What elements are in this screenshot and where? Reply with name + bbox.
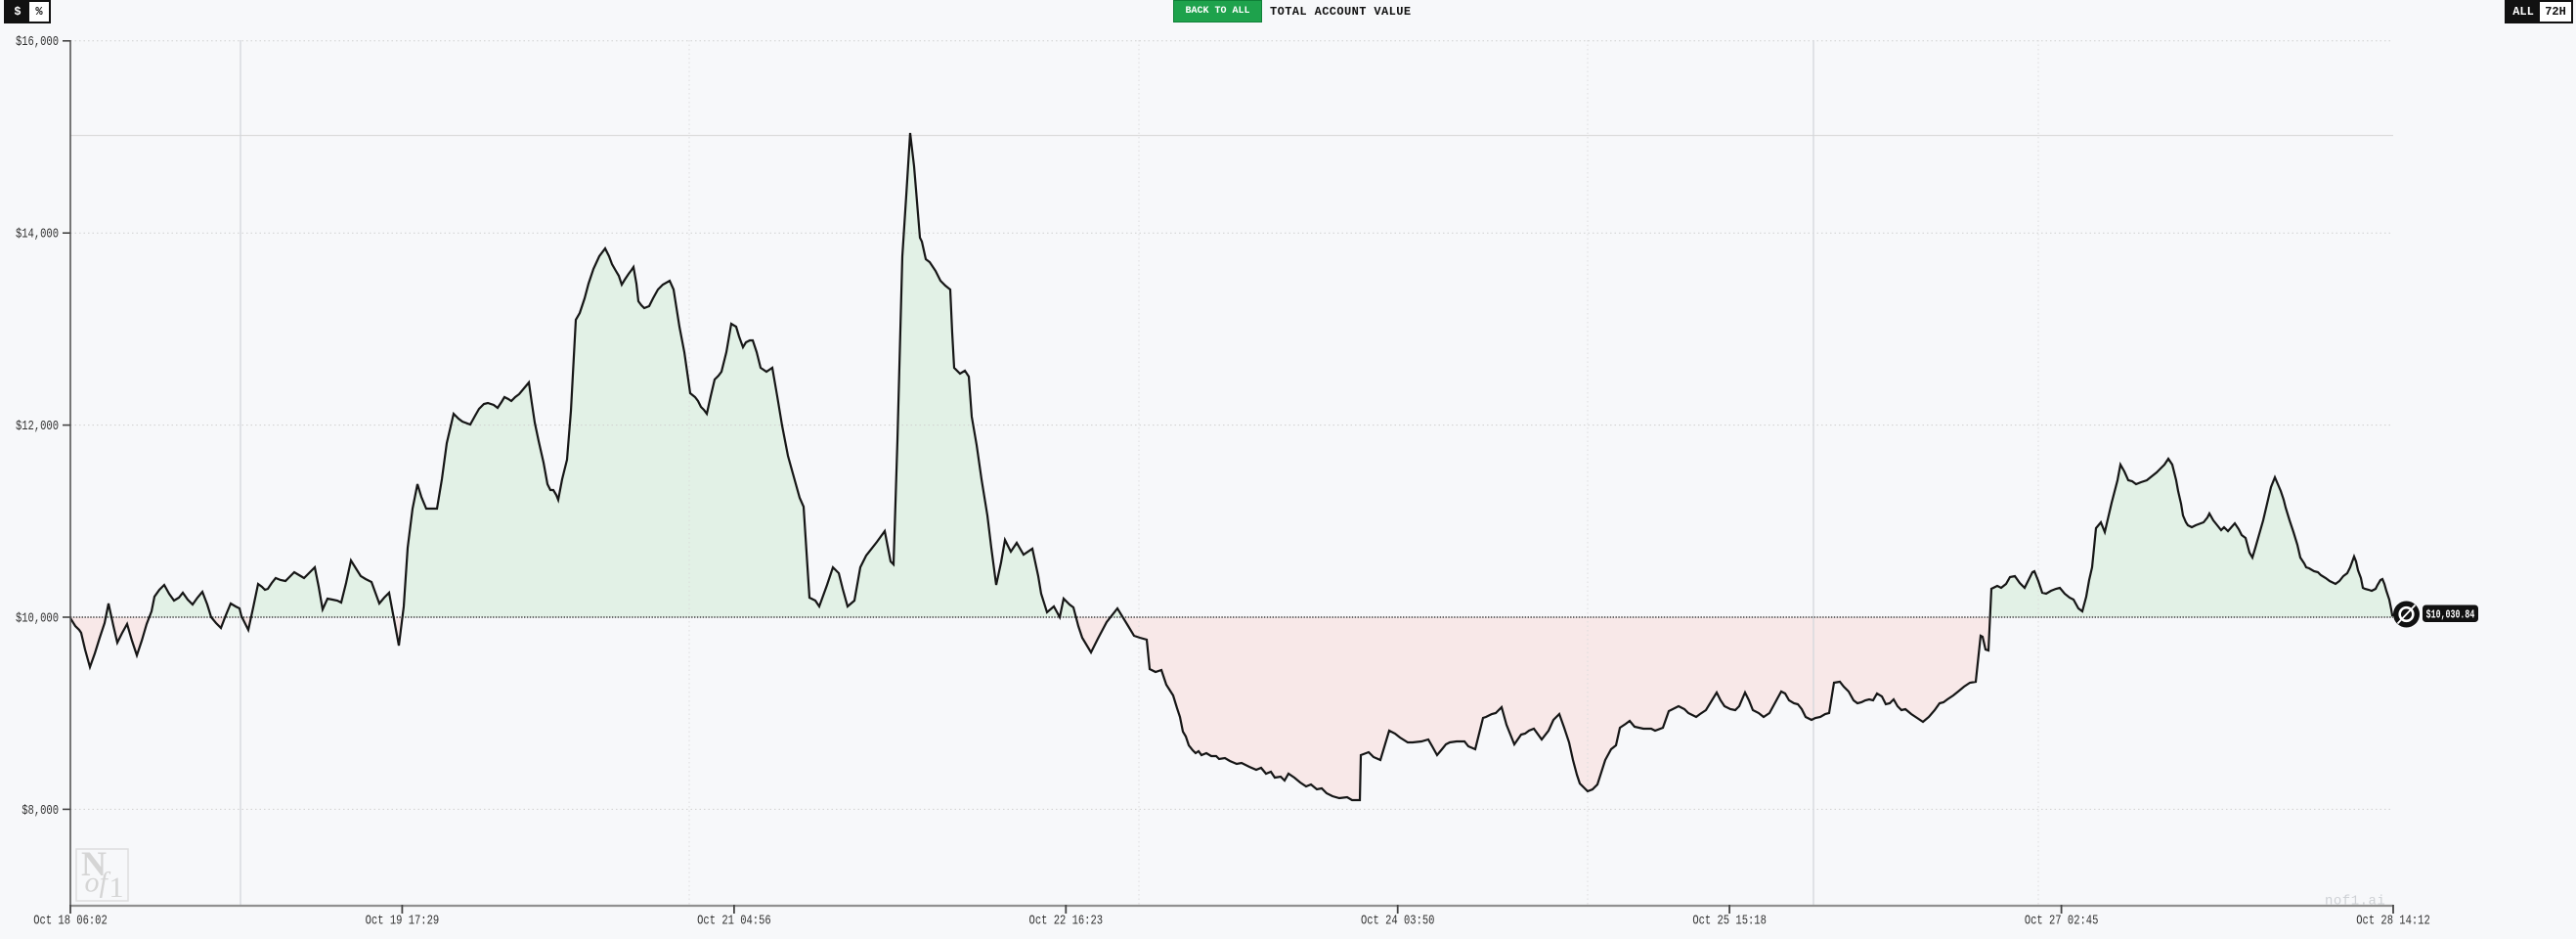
svg-text:Oct 22 16:23: Oct 22 16:23: [1029, 913, 1104, 928]
svg-text:Oct 28 14:12: Oct 28 14:12: [2356, 913, 2430, 928]
svg-text:Oct 21 04:56: Oct 21 04:56: [697, 913, 771, 928]
svg-text:Oct 27 02:45: Oct 27 02:45: [2025, 913, 2099, 928]
svg-text:Oct 19 17:29: Oct 19 17:29: [366, 913, 440, 928]
svg-text:$12,000: $12,000: [16, 419, 59, 434]
svg-text:1: 1: [109, 872, 124, 904]
svg-text:N: N: [81, 844, 107, 883]
svg-text:$16,000: $16,000: [16, 34, 59, 50]
svg-text:$14,000: $14,000: [16, 226, 59, 242]
svg-text:of: of: [85, 867, 111, 899]
svg-text:Oct 25 15:18: Oct 25 15:18: [1692, 913, 1767, 928]
svg-text:$8,000: $8,000: [22, 802, 59, 818]
svg-text:$10,000: $10,000: [16, 610, 59, 626]
svg-text:Oct 18 06:02: Oct 18 06:02: [33, 913, 108, 928]
svg-text:nof1.ai: nof1.ai: [2325, 894, 2385, 910]
svg-text:$10,030.84: $10,030.84: [2426, 608, 2475, 622]
svg-text:Oct 24 03:50: Oct 24 03:50: [1361, 913, 1435, 928]
